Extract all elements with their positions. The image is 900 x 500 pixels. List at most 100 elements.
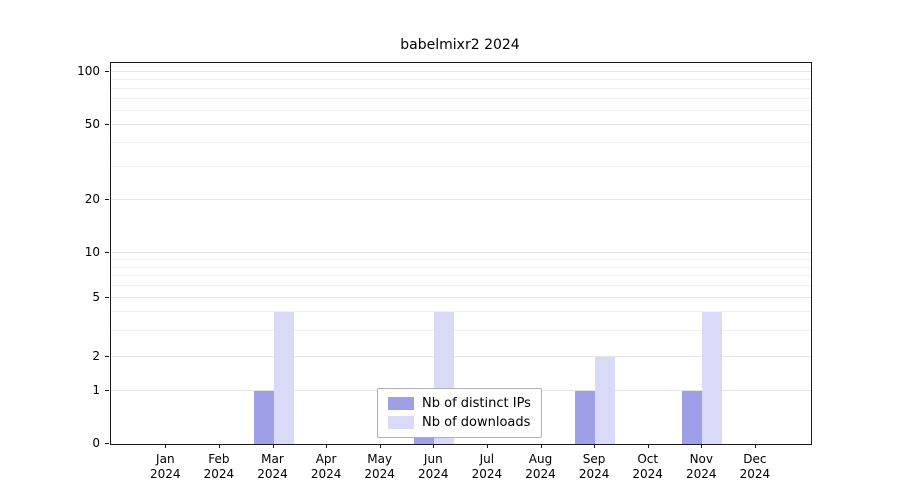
bar-distinct-ips (682, 391, 703, 444)
gridline-minor (111, 88, 811, 90)
x-tick-month: Dec (743, 452, 767, 466)
gridline-major (111, 199, 811, 201)
x-tick-mark (165, 444, 167, 448)
y-tick-label: 0 (92, 436, 100, 450)
x-tick-label: Jun 2024 (401, 452, 465, 482)
bar-downloads (273, 312, 294, 444)
x-tick-mark (433, 444, 435, 448)
x-tick-year: 2024 (632, 467, 663, 481)
bars-layer (111, 63, 811, 444)
gridline-major (111, 356, 811, 358)
bar-distinct-ips (575, 391, 596, 444)
gridline-minor (111, 98, 811, 100)
x-tick-label: Feb 2024 (187, 452, 251, 482)
x-tick-year: 2024 (418, 467, 449, 481)
x-tick-year: 2024 (257, 467, 288, 481)
gridline-minor (111, 142, 811, 144)
gridline-major (111, 252, 811, 254)
legend-label-distinct-ips: Nb of distinct IPs (422, 396, 531, 411)
x-tick-year: 2024 (150, 467, 181, 481)
x-tick-mark (594, 444, 596, 448)
x-tick-month: Oct (637, 452, 659, 466)
x-tick-month: Jun (423, 452, 443, 466)
legend: Nb of distinct IPs Nb of downloads (377, 388, 542, 438)
x-tick-month: Sep (582, 452, 606, 466)
x-tick-label: Aug 2024 (509, 452, 573, 482)
x-tick-month: May (367, 452, 393, 466)
x-tick-label: Dec 2024 (723, 452, 787, 482)
bar-downloads (702, 312, 723, 444)
gridline-minor (111, 110, 811, 112)
y-tick-mark (105, 252, 109, 254)
x-tick-mark (647, 444, 649, 448)
x-tick-mark (754, 444, 756, 448)
legend-swatch-distinct-ips (388, 397, 414, 410)
chart-title: babelmixr2 2024 (400, 37, 520, 53)
x-tick-year: 2024 (578, 467, 610, 481)
legend-label-downloads: Nb of downloads (422, 415, 531, 430)
x-tick-label: Jul 2024 (455, 452, 519, 482)
plot-area: Nb of distinct IPs Nb of downloads (110, 62, 812, 445)
x-tick-month: Jan (156, 452, 175, 466)
y-tick-mark (105, 199, 109, 201)
y-tick-label: 10 (84, 245, 100, 260)
y-tick-mark (105, 297, 109, 299)
y-tick-mark (105, 356, 109, 358)
gridlines-layer (111, 63, 811, 444)
x-tick-label: Jan 2024 (133, 452, 197, 482)
x-tick-mark (486, 444, 488, 448)
y-tick-label: 2 (92, 349, 100, 364)
x-tick-label: Sep 2024 (562, 452, 626, 482)
x-tick-label: Apr 2024 (294, 452, 358, 482)
x-tick-label: Oct 2024 (616, 452, 680, 482)
x-tick-month: Apr (315, 452, 337, 466)
y-tick-mark (105, 443, 109, 444)
gridline-major (111, 124, 811, 126)
y-tick-mark (105, 71, 109, 73)
x-tick-year: 2024 (471, 467, 503, 481)
y-tick-mark (105, 390, 109, 392)
bar-distinct-ips (253, 391, 274, 444)
y-tick-label: 1 (92, 383, 100, 398)
y-tick-label: 100 (77, 64, 100, 79)
x-tick-mark (701, 444, 703, 448)
x-tick-month: Mar (261, 452, 284, 466)
gridline-minor (111, 275, 811, 277)
legend-swatch-downloads (388, 416, 414, 429)
y-tick-label: 20 (84, 192, 100, 207)
gridline-minor (111, 165, 811, 167)
gridline-major (111, 297, 811, 299)
y-tick-mark (105, 124, 109, 126)
legend-entry-distinct-ips: Nb of distinct IPs (388, 394, 531, 413)
gridline-major (111, 71, 811, 73)
x-tick-month: Nov (689, 452, 713, 466)
x-tick-year: 2024 (686, 467, 717, 481)
x-tick-year: 2024 (525, 467, 556, 481)
x-tick-year: 2024 (364, 467, 395, 481)
x-tick-mark (272, 444, 274, 448)
gridline-minor (111, 330, 811, 331)
gridline-minor (111, 266, 811, 268)
x-tick-year: 2024 (310, 467, 342, 481)
x-tick-label: Nov 2024 (669, 452, 733, 482)
x-tick-month: Jul (479, 452, 495, 466)
gridline-minor (111, 258, 811, 260)
x-tick-mark (540, 444, 542, 448)
gridline-minor (111, 311, 811, 313)
x-tick-month: Aug (528, 452, 553, 466)
y-tick-label: 50 (84, 117, 100, 132)
x-tick-label: Mar 2024 (241, 452, 305, 482)
bar-downloads (595, 357, 616, 444)
x-tick-label: May 2024 (348, 452, 412, 482)
gridline-minor (111, 79, 811, 81)
gridline-minor (111, 285, 811, 287)
x-tick-mark (218, 444, 220, 448)
x-tick-mark (379, 444, 381, 448)
y-tick-label: 5 (92, 290, 100, 305)
x-tick-month: Feb (208, 452, 230, 466)
x-tick-year: 2024 (203, 467, 235, 481)
x-tick-year: 2024 (739, 467, 771, 481)
x-tick-mark (326, 444, 328, 448)
legend-entry-downloads: Nb of downloads (388, 413, 531, 432)
